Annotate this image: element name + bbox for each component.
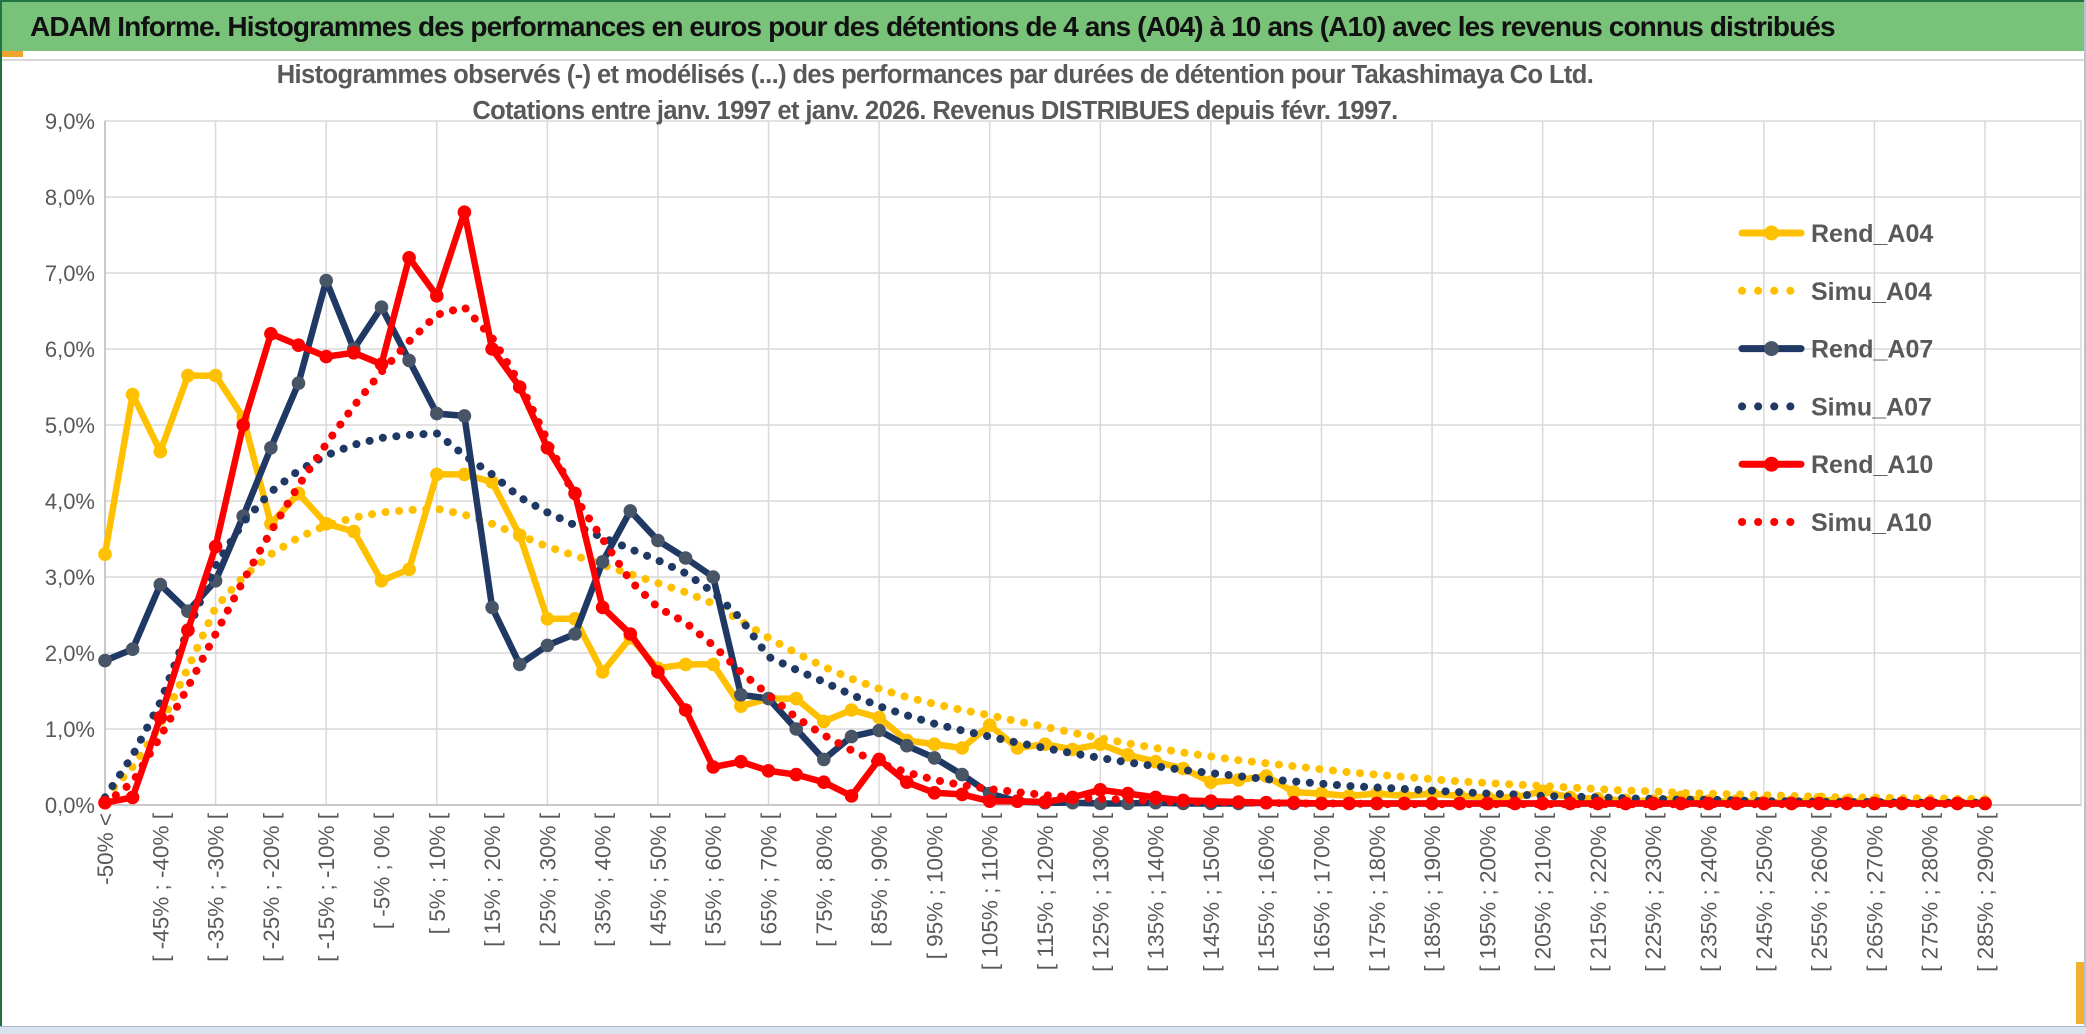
svg-text:[ 5% ; 10% [: [ 5% ; 10% [	[425, 812, 450, 934]
svg-text:[ 165% ; 170% [: [ 165% ; 170% [	[1309, 812, 1334, 972]
svg-text:[ 185% ; 190% [: [ 185% ; 190% [	[1420, 812, 1445, 972]
svg-text:-50% <: -50% <	[93, 813, 118, 885]
svg-text:[ 35% ; 40% [: [ 35% ; 40% [	[591, 812, 616, 947]
svg-text:Simu_A10: Simu_A10	[1811, 509, 1932, 537]
svg-text:Simu_A07: Simu_A07	[1811, 393, 1932, 421]
series-Rend_A10	[98, 205, 1992, 811]
svg-text:Histogrammes observés (-) et m: Histogrammes observés (-) et modélisés (…	[277, 61, 1594, 89]
svg-text:1,0%: 1,0%	[45, 717, 95, 742]
svg-text:[ 85% ; 90% [: [ 85% ; 90% [	[867, 812, 892, 947]
window-bottom-edge	[0, 1026, 2086, 1034]
legend-item-Simu_A07: Simu_A07	[1738, 393, 1932, 421]
svg-text:[ 75% ; 80% [: [ 75% ; 80% [	[812, 812, 837, 947]
legend-item-Rend_A07: Rend_A07	[1738, 336, 1933, 364]
svg-text:3,0%: 3,0%	[45, 565, 95, 590]
series-Simu_A10	[101, 303, 1989, 809]
svg-text:[ 55% ; 60% [: [ 55% ; 60% [	[701, 812, 726, 947]
svg-text:[ 225% ; 230% [: [ 225% ; 230% [	[1641, 812, 1666, 972]
svg-text:[ 15% ; 20% [: [ 15% ; 20% [	[480, 812, 505, 947]
svg-text:Cotations entre janv. 1997 et: Cotations entre janv. 1997 et janv. 2026…	[472, 97, 1397, 125]
svg-text:Simu_A04: Simu_A04	[1811, 278, 1932, 306]
svg-text:[ -45% ; -40% [: [ -45% ; -40% [	[148, 812, 173, 962]
legend-item-Rend_A04: Rend_A04	[1738, 220, 1933, 248]
svg-text:[ 255% ; 260% [: [ 255% ; 260% [	[1807, 812, 1832, 972]
window-frame-right	[2084, 0, 2086, 1026]
svg-text:7,0%: 7,0%	[45, 261, 95, 286]
svg-text:[ 145% ; 150% [: [ 145% ; 150% [	[1199, 812, 1224, 972]
svg-text:[ 265% ; 270% [: [ 265% ; 270% [	[1862, 812, 1887, 972]
report-header: ADAM Informe. Histogrammes des performan…	[2, 2, 2084, 51]
svg-text:[ 105% ; 110% [: [ 105% ; 110% [	[978, 812, 1003, 970]
svg-text:[ -5% ; 0% [: [ -5% ; 0% [	[369, 812, 394, 929]
svg-text:2,0%: 2,0%	[45, 641, 95, 666]
legend-item-Simu_A10: Simu_A10	[1738, 509, 1932, 537]
svg-text:[ -35% ; -30% [: [ -35% ; -30% [	[204, 812, 229, 962]
svg-text:[ 235% ; 240% [: [ 235% ; 240% [	[1697, 812, 1722, 972]
svg-text:[ 95% ; 100% [: [ 95% ; 100% [	[922, 812, 947, 959]
legend-item-Simu_A04: Simu_A04	[1738, 278, 1932, 306]
series-Simu_A04	[101, 504, 1989, 803]
x-axis-labels: -50% < [ -45% ; -40% [ [ -35% ; -30% [ [ -2…	[93, 812, 1998, 972]
svg-text:[ -25% ; -20% [: [ -25% ; -20% [	[259, 812, 284, 962]
vertical-scrollbar-thumb[interactable]	[2076, 962, 2084, 1024]
svg-text:[ 135% ; 140% [: [ 135% ; 140% [	[1144, 812, 1169, 972]
svg-text:Rend_A07: Rend_A07	[1811, 336, 1933, 364]
svg-text:[ 245% ; 250% [: [ 245% ; 250% [	[1752, 812, 1777, 972]
svg-text:[ 45% ; 50% [: [ 45% ; 50% [	[646, 812, 671, 947]
header-separator	[0, 59, 2086, 61]
svg-text:[ 215% ; 220% [: [ 215% ; 220% [	[1586, 812, 1611, 972]
legend: Rend_A04 Simu_A04 Rend_A07 Simu_A07 Rend_A10…	[1738, 220, 1933, 537]
svg-text:[ 205% ; 210% [: [ 205% ; 210% [	[1531, 812, 1556, 972]
svg-text:8,0%: 8,0%	[45, 185, 95, 210]
window-frame-top	[0, 0, 2086, 2]
gridlines	[104, 120, 2082, 806]
svg-text:[ 175% ; 180% [: [ 175% ; 180% [	[1365, 812, 1390, 972]
svg-text:[ 285% ; 290% [: [ 285% ; 290% [	[1973, 812, 1998, 972]
svg-text:[ 125% ; 130% [: [ 125% ; 130% [	[1088, 812, 1113, 972]
svg-text:5,0%: 5,0%	[45, 413, 95, 438]
svg-text:Rend_A04: Rend_A04	[1811, 220, 1933, 248]
svg-text:Rend_A10: Rend_A10	[1811, 451, 1933, 479]
chart-title: Histogrammes observés (-) et modélisés (…	[277, 61, 1594, 125]
svg-text:[ 195% ; 200% [: [ 195% ; 200% [	[1475, 812, 1500, 972]
window-frame-left	[0, 0, 2, 1026]
svg-text:[ 25% ; 30% [: [ 25% ; 30% [	[535, 812, 560, 947]
report-title: ADAM Informe. Histogrammes des performan…	[30, 10, 1836, 42]
legend-item-Rend_A10: Rend_A10	[1738, 451, 1933, 479]
svg-text:4,0%: 4,0%	[45, 489, 95, 514]
svg-text:[ 155% ; 160% [: [ 155% ; 160% [	[1254, 812, 1279, 972]
svg-text:6,0%: 6,0%	[45, 337, 95, 362]
y-axis-labels: 0,0% 1,0% 2,0% 3,0% 4,0% 5,0% 6,0% 7,0% 8,0% 9,0%	[45, 109, 95, 818]
svg-text:9,0%: 9,0%	[45, 109, 95, 134]
svg-text:[ 115% ; 120% [: [ 115% ; 120% [	[1033, 812, 1058, 970]
gold-accent-bar	[2, 51, 23, 57]
svg-text:[ 275% ; 280% [: [ 275% ; 280% [	[1918, 812, 1943, 972]
svg-text:[ 65% ; 70% [: [ 65% ; 70% [	[757, 812, 782, 947]
svg-text:0,0%: 0,0%	[45, 793, 95, 818]
svg-text:[ -15% ; -10% [: [ -15% ; -10% [	[314, 812, 339, 962]
